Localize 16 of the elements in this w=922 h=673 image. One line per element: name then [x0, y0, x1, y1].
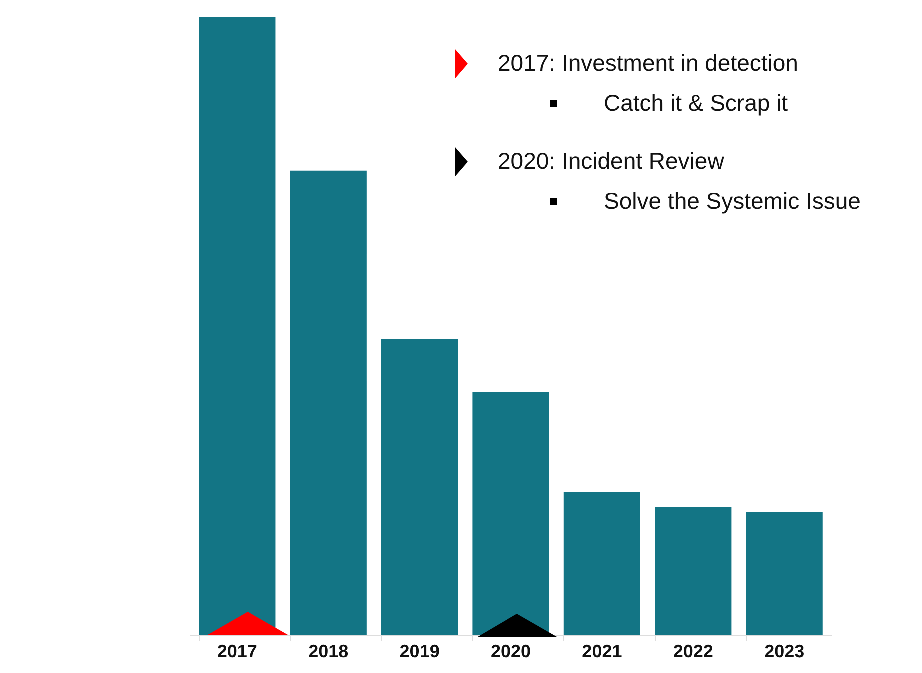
bar [564, 492, 640, 635]
x-tick-label: 2023 [764, 642, 805, 662]
x-tick-label: 2020 [490, 642, 532, 662]
annotation: 2017: Investment in detection [498, 50, 798, 76]
x-tick-label: 2019 [400, 642, 440, 662]
annotation: Catch it & Scrap it [604, 90, 788, 116]
bar [290, 170, 367, 635]
annotation: Solve the Systemic Issue [604, 188, 861, 214]
x-tick-label: 2022 [673, 642, 714, 662]
x-tick-label: 2021 [582, 642, 622, 662]
x-tick-label: 2018 [308, 642, 349, 662]
x-tick-label: 2017 [217, 642, 258, 662]
bar [382, 338, 458, 635]
bar [655, 507, 732, 635]
annotation: 2020: Incident Review [498, 148, 724, 174]
bar [746, 512, 823, 635]
